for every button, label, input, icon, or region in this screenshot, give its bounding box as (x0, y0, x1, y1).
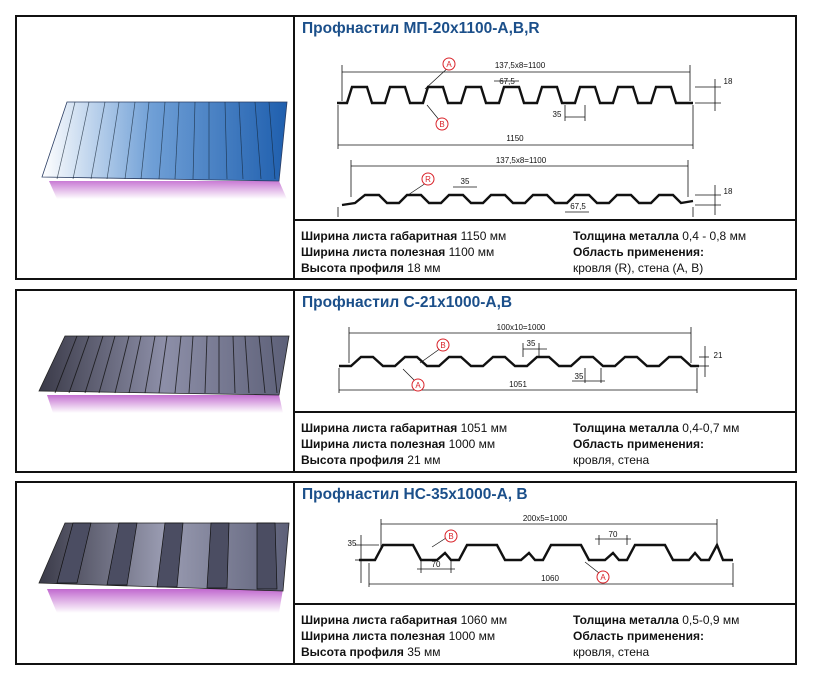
spec-label: Ширина листа полезная (301, 437, 446, 451)
marker-a: А (600, 573, 606, 582)
product-photo-hc35 (17, 483, 295, 663)
spec-value: кровля, стена (573, 453, 650, 467)
spec-value: 1000 мм (448, 437, 496, 451)
dim-label: 70 (609, 530, 618, 539)
spec-label: Ширина листа полезная (301, 629, 446, 643)
spec-value: 1060 мм (460, 613, 508, 627)
dim-label: 1051 (509, 380, 527, 389)
spec-value: 18 мм (407, 261, 441, 275)
profile-drawing-c21: В А 100х10=1000 35 21 1051 35 (338, 323, 723, 393)
spec-label: Область применения: (573, 629, 705, 643)
dim-label: 35 (461, 177, 470, 186)
dim-label: 67,5 (499, 77, 515, 86)
sheet-image-grey-trapezoid (38, 522, 290, 613)
marker-b: В (448, 532, 453, 541)
dim-label: 70 (432, 560, 441, 569)
spec-value: кровля, стена (573, 645, 650, 659)
dim-label: 1150 (506, 134, 524, 143)
dim-label: 67,5 (570, 202, 586, 211)
spec-value: 35 мм (407, 645, 441, 659)
marker-b: В (439, 120, 444, 129)
spec-value: 0,5-0,9 мм (682, 613, 740, 627)
spec-value: 0,4-0,7 мм (682, 421, 740, 435)
spec-label: Высота профиля (301, 261, 404, 275)
spec-value: кровля (R), стена (А, В) (573, 261, 704, 275)
spec-label: Область применения: (573, 245, 705, 259)
product-title: Профнастил НС-35х1000-А, В (302, 486, 528, 503)
product-title: Профнастил МП-20х1100-А,В,R (302, 20, 540, 37)
specs-mp20: Ширина листа габаритная 1150 мм Ширина л… (295, 219, 795, 278)
dim-label: 35 (575, 372, 584, 381)
spec-label: Ширина листа габаритная (301, 613, 458, 627)
product-info-mp20: Профнастил МП-20х1100-А,В,R (295, 17, 795, 278)
specs-hc35: Ширина листа габаритная 1060 мм Ширина л… (295, 603, 795, 663)
spec-value: 21 мм (407, 453, 441, 467)
marker-a: А (446, 60, 452, 69)
product-card-c21: Профнастил С-21х1000-А,В (15, 289, 797, 473)
marker-r: R (425, 175, 431, 184)
product-card-hc35: Профнастил НС-35х1000-А, В (15, 481, 797, 665)
spec-value: 1000 мм (448, 629, 496, 643)
spec-value: 1051 мм (460, 421, 508, 435)
dim-label: 35 (553, 110, 562, 119)
dim-label: 35 (348, 539, 357, 548)
spec-value: 0,4 - 0,8 мм (682, 229, 747, 243)
dim-label: 18 (724, 77, 733, 86)
spec-label: Ширина листа габаритная (301, 421, 458, 435)
dim-label: 1060 (541, 574, 559, 583)
product-title: Профнастил С-21х1000-А,В (302, 294, 513, 311)
dim-label: 21 (714, 351, 723, 360)
sheet-image-grey (38, 335, 290, 413)
sheet-image-blue (41, 101, 288, 199)
product-photo-mp20 (17, 17, 295, 278)
dim-label: 137,5х8=1100 (496, 156, 547, 165)
spec-label: Высота профиля (301, 453, 404, 467)
dim-label: 18 (724, 187, 733, 196)
profile-drawing-hc35: В А 200х5=1000 70 35 70 1060 (348, 514, 734, 587)
spec-label: Толщина металла (573, 421, 679, 435)
dim-label: 100х10=1000 (497, 323, 546, 332)
spec-label: Область применения: (573, 437, 705, 451)
profile-drawing-mp20: А В R 137,5х8=1100 67,5 35 18 1150 137,5… (337, 57, 733, 217)
marker-b: В (440, 341, 445, 350)
product-info-hc35: Профнастил НС-35х1000-А, В (295, 483, 795, 663)
dim-label: 35 (527, 339, 536, 348)
spec-value: 1150 мм (460, 229, 507, 243)
dim-label: 137,5х8=1100 (495, 61, 546, 70)
specs-c21: Ширина листа габаритная 1051 мм Ширина л… (295, 411, 795, 471)
product-card-mp20: Профнастил МП-20х1100-А,В,R (15, 15, 797, 280)
spec-label: Толщина металла (573, 613, 679, 627)
spec-value: 1100 мм (448, 245, 495, 259)
spec-label: Высота профиля (301, 645, 404, 659)
spec-label: Ширина листа габаритная (301, 229, 458, 243)
marker-a: А (415, 381, 421, 390)
product-info-c21: Профнастил С-21х1000-А,В (295, 291, 795, 471)
dim-label: 200х5=1000 (523, 514, 568, 523)
product-photo-c21 (17, 291, 295, 471)
spec-label: Ширина листа полезная (301, 245, 446, 259)
spec-label: Толщина металла (573, 229, 679, 243)
